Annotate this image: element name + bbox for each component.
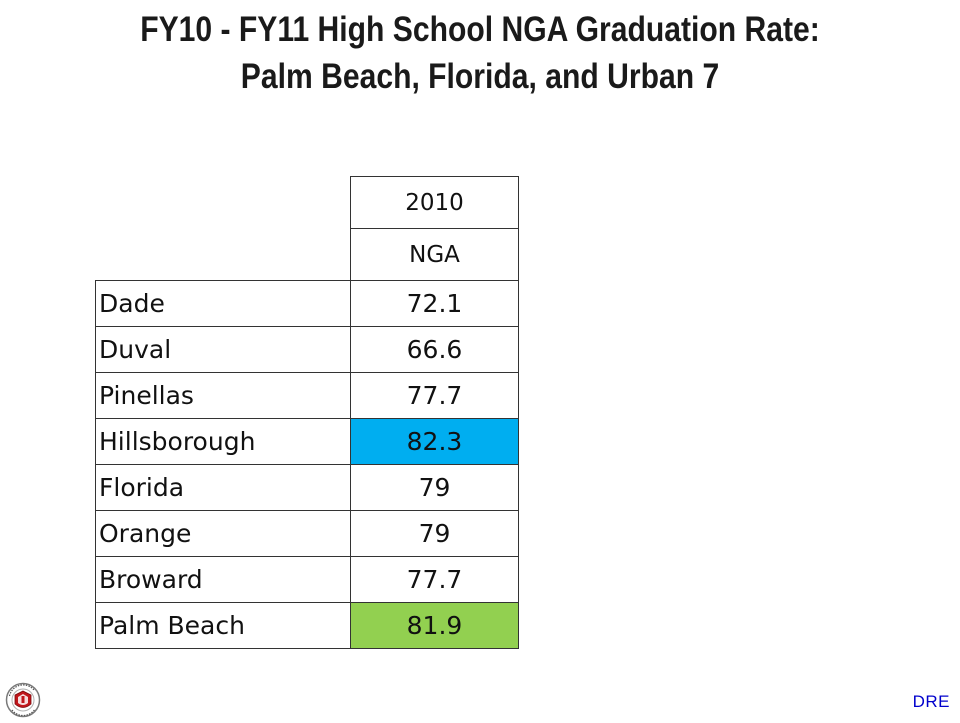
table-row: Hillsborough 82.3 — [95, 418, 519, 465]
title-line-1: FY10 - FY11 High School NGA Graduation R… — [140, 10, 820, 49]
table-row: Broward 77.7 — [95, 556, 519, 603]
nga-rate-cell: 77.7 — [350, 372, 519, 419]
nga-rate-cell-highlighted: 81.9 — [350, 602, 519, 649]
title-line-2: Palm Beach, Florida, and Urban 7 — [240, 57, 720, 96]
header-year-cell: 2010 — [350, 176, 519, 229]
nga-rate-cell: 77.7 — [350, 556, 519, 603]
nga-rate-cell-highlighted: 82.3 — [350, 418, 519, 465]
table-header-row: 2010 — [96, 176, 519, 229]
district-name-cell: Orange — [95, 510, 351, 557]
table-row: Duval 66.6 — [95, 326, 519, 373]
dre-credit: DRE — [912, 692, 950, 711]
nga-rate-cell: 72.1 — [350, 280, 519, 327]
district-name-cell: Florida — [95, 464, 351, 511]
district-name-cell: Duval — [95, 326, 351, 373]
district-name-cell: Hillsborough — [95, 418, 351, 465]
table-row: Florida 79 — [95, 464, 519, 511]
district-name-cell: Broward — [95, 556, 351, 603]
table-header-row: NGA — [96, 228, 519, 281]
table-row: Pinellas 77.7 — [95, 372, 519, 419]
header-blank-cell — [96, 177, 351, 229]
nga-rate-cell: 79 — [350, 510, 519, 557]
slide-title: FY10 - FY11 High School NGA Graduation R… — [67, 6, 893, 100]
table-row: Palm Beach 81.9 — [95, 602, 519, 649]
graduation-rate-table: 2010 NGA Dade 72.1 Duval 66.6 Pinellas 7… — [95, 176, 519, 649]
header-blank-cell — [96, 229, 351, 281]
district-name-cell: Pinellas — [95, 372, 351, 419]
school-district-seal-icon — [4, 682, 42, 718]
header-metric-cell: NGA — [350, 228, 519, 281]
district-name-cell: Dade — [95, 280, 351, 327]
table-row: Orange 79 — [95, 510, 519, 557]
nga-rate-cell: 66.6 — [350, 326, 519, 373]
nga-rate-cell: 79 — [350, 464, 519, 511]
table-row: Dade 72.1 — [95, 280, 519, 327]
district-name-cell: Palm Beach — [95, 602, 351, 649]
